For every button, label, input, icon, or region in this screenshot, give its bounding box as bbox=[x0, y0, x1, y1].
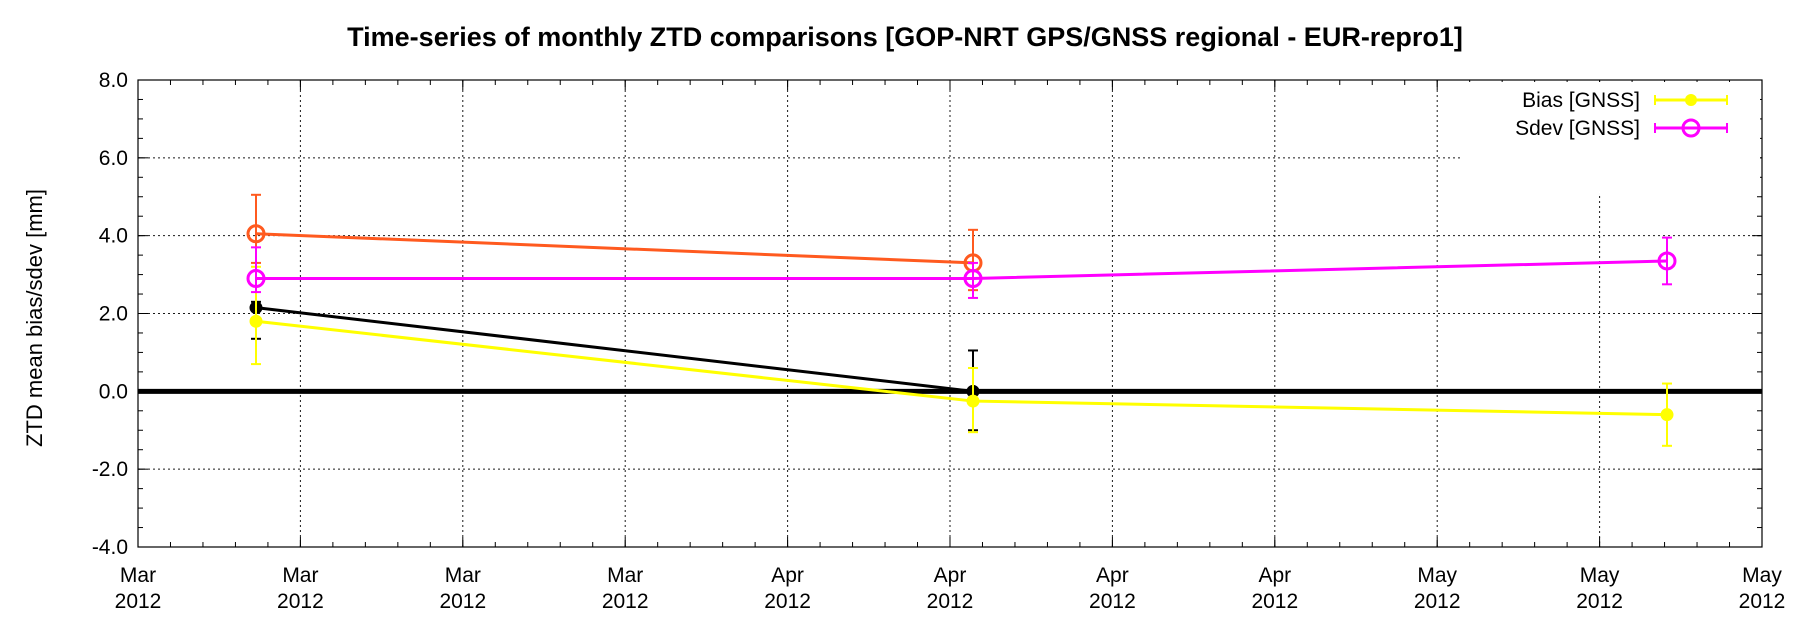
plot-frame bbox=[137, 79, 1763, 548]
legend-marker bbox=[1685, 94, 1697, 106]
x-tick-label-month: Mar bbox=[120, 564, 156, 587]
x-tick-label-month: Apr bbox=[1258, 564, 1291, 587]
y-axis-label: ZTD mean bias/sdev [mm] bbox=[22, 189, 47, 447]
series-0 bbox=[249, 265, 1674, 447]
x-tick-label-month: Mar bbox=[607, 564, 643, 587]
x-tick-label-year: 2012 bbox=[1576, 590, 1623, 613]
y-tick-label: 6.0 bbox=[99, 147, 128, 170]
x-tick-label-month: Mar bbox=[282, 564, 318, 587]
data-point bbox=[246, 224, 266, 244]
x-tick-label-month: Apr bbox=[771, 564, 804, 587]
series-line bbox=[255, 306, 974, 393]
y-tick-label: 8.0 bbox=[99, 69, 128, 92]
x-tick-label-month: May bbox=[1742, 564, 1782, 587]
grid bbox=[138, 80, 1762, 547]
legend-label: Sdev [GNSS] bbox=[1515, 117, 1640, 140]
legend-label: Bias [GNSS] bbox=[1522, 89, 1640, 112]
data-point bbox=[246, 268, 266, 288]
legend-marker bbox=[1681, 118, 1701, 138]
y-tick-label: 4.0 bbox=[99, 225, 128, 248]
data-point bbox=[1660, 408, 1674, 422]
x-tick-label-year: 2012 bbox=[1089, 590, 1136, 613]
series-1 bbox=[246, 236, 1677, 299]
x-tick-label-month: May bbox=[1417, 564, 1457, 587]
x-tick-label-month: May bbox=[1580, 564, 1620, 587]
x-tick-label-year: 2012 bbox=[1414, 590, 1461, 613]
y-tick-label: -4.0 bbox=[92, 536, 128, 559]
legend: Bias [GNSS] Sdev [GNSS] bbox=[1460, 82, 1760, 194]
x-tick-label-year: 2012 bbox=[764, 590, 811, 613]
series-line bbox=[255, 232, 974, 265]
x-tick-label-year: 2012 bbox=[1251, 590, 1298, 613]
x-tick-label-year: 2012 bbox=[1739, 590, 1786, 613]
data-point bbox=[966, 394, 980, 408]
y-tick-label: -2.0 bbox=[92, 458, 128, 481]
series-3 bbox=[246, 193, 983, 292]
plot-area bbox=[246, 193, 1677, 447]
data-point bbox=[963, 268, 983, 288]
chart-title: Time-series of monthly ZTD comparisons [… bbox=[347, 22, 1463, 52]
x-tick-label-month: Apr bbox=[934, 564, 967, 587]
x-tick-label-month: Apr bbox=[1096, 564, 1129, 587]
x-tick-label-year: 2012 bbox=[439, 590, 486, 613]
x-tick-label-year: 2012 bbox=[277, 590, 324, 613]
series-2 bbox=[249, 300, 980, 432]
y-tick-label: 0.0 bbox=[99, 380, 128, 403]
x-tick-label-year: 2012 bbox=[115, 590, 162, 613]
series-line bbox=[255, 319, 1668, 417]
x-tick-label-month: Mar bbox=[445, 564, 481, 587]
data-point bbox=[249, 314, 263, 328]
x-tick-label-year: 2012 bbox=[927, 590, 974, 613]
data-point bbox=[1657, 251, 1677, 271]
y-tick-label: 2.0 bbox=[99, 303, 128, 326]
x-tick-label-year: 2012 bbox=[602, 590, 649, 613]
axes: -4.0 -2.0 0.0 2.0 4.0 6.0 8.0 Mar 2012 Mar 2012 Mar… bbox=[92, 69, 1786, 613]
